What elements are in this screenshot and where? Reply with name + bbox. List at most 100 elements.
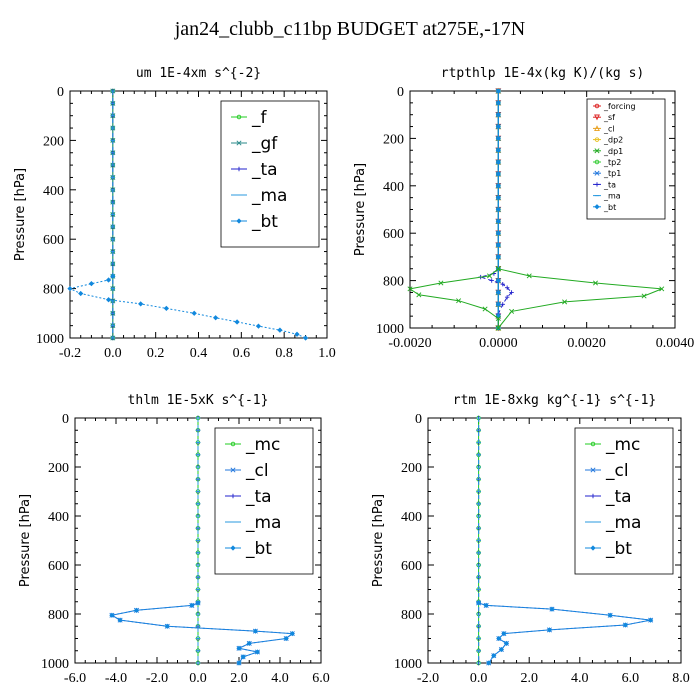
data-point [495,316,501,322]
data-point [648,617,654,623]
data-point [495,277,501,284]
legend-label: _sf [603,113,615,122]
x-tick-label: 0.0020 [567,336,606,351]
x-tick-label: 0.0000 [479,336,518,351]
legend-label: _ta [603,180,616,189]
legend-marker [594,170,600,176]
data-point [495,266,501,272]
legend-box [220,100,320,248]
data-point [88,281,95,287]
data-point [495,100,501,106]
legend-marker [594,103,600,109]
y-tick-label: 0 [62,412,69,427]
data-point [501,630,507,637]
y-tick-label: 600 [383,227,404,242]
panel-title: thlm 1E-5xK s^{-1} [128,393,269,408]
panel-title: rtm 1E-8xkg kg^{-1} s^{-1} [453,393,657,408]
series-line [497,268,662,329]
y-tick-label: 800 [383,275,404,290]
x-tick-label: -0.2 [59,346,81,361]
series-line [110,602,294,664]
data-point [164,623,170,629]
data-point [495,159,501,165]
data-point [105,277,112,283]
data-point [163,305,169,311]
legend-marker [594,114,600,121]
legend-label: _bt [245,539,272,559]
data-point [495,88,501,94]
data-point [482,306,488,312]
data-point [495,112,501,118]
legend-label: _cl [603,124,615,133]
y-tick-label: 1000 [41,657,69,672]
x-tick-label: 6.0 [622,671,640,686]
legend-label: _dp1 [603,147,623,156]
y-tick-label: 400 [48,510,69,525]
data-point [456,298,462,304]
y-tick-label: 600 [48,559,69,574]
legend-label: _ma [251,186,287,206]
x-tick-label: 0.2 [147,346,165,361]
x-tick-label: -6.0 [64,671,86,686]
data-point [110,273,116,279]
data-point [491,653,497,659]
legend-marker [590,441,596,447]
series-ma [195,417,201,664]
data-point [189,602,195,609]
data-point [236,660,242,666]
data-point [138,301,144,307]
series-line [68,275,306,339]
data-point [416,292,422,298]
legend-marker [236,140,242,146]
legend-label: _mc [605,435,640,455]
data-point [105,297,112,303]
series-bt [67,273,309,341]
x-tick-label: 2.0 [230,671,248,686]
data-point [302,335,309,341]
y-tick-label: 400 [401,510,422,525]
data-point [234,319,240,325]
chart-panel-1: um 1E-4xm s^{-2} Pressure [hPa] -0.2 0.0 0.2… [13,66,336,361]
series-ma [110,90,116,339]
series-extra-10 [407,266,501,331]
data-point [495,123,501,130]
data-point [475,600,482,606]
data-point [283,635,289,642]
y-tick-label: 0 [57,85,64,100]
data-point [607,612,613,618]
y-axis-label: Pressure [hPa] [371,494,386,587]
x-tick-label: 8.0 [672,671,690,686]
series-line [478,268,513,328]
legend-label: _gf [251,134,278,154]
x-tick-label: 6.0 [312,671,330,686]
data-point [495,218,501,224]
data-point [67,285,73,292]
x-tick-label: -4.0 [105,671,127,686]
y-tick-label: 200 [401,461,422,476]
legend-label: _bt [605,539,632,559]
data-point [236,645,242,651]
legend-marker [594,182,600,187]
x-tick-label: -2.0 [417,671,439,686]
y-tick-label: 800 [43,283,64,298]
series-bt [109,600,295,666]
panel-title: um 1E-4xm s^{-2} [136,66,261,81]
legend-label: _mc [245,435,280,455]
y-axis-label: Pressure [hPa] [13,168,28,261]
data-point [500,281,505,287]
legend-label: _cl [605,461,629,481]
data-point [483,602,489,609]
data-point [195,600,201,606]
data-point [495,325,501,331]
y-axis-label: Pressure [hPa] [353,163,368,256]
y-tick-label: 200 [43,134,64,149]
series-ma [476,417,481,664]
data-point [495,289,501,296]
data-point [495,242,501,248]
data-point [255,323,262,329]
legend-label: _ta [605,487,632,507]
legend-marker [594,125,600,132]
data-point [504,294,510,300]
legend-marker [236,218,242,224]
